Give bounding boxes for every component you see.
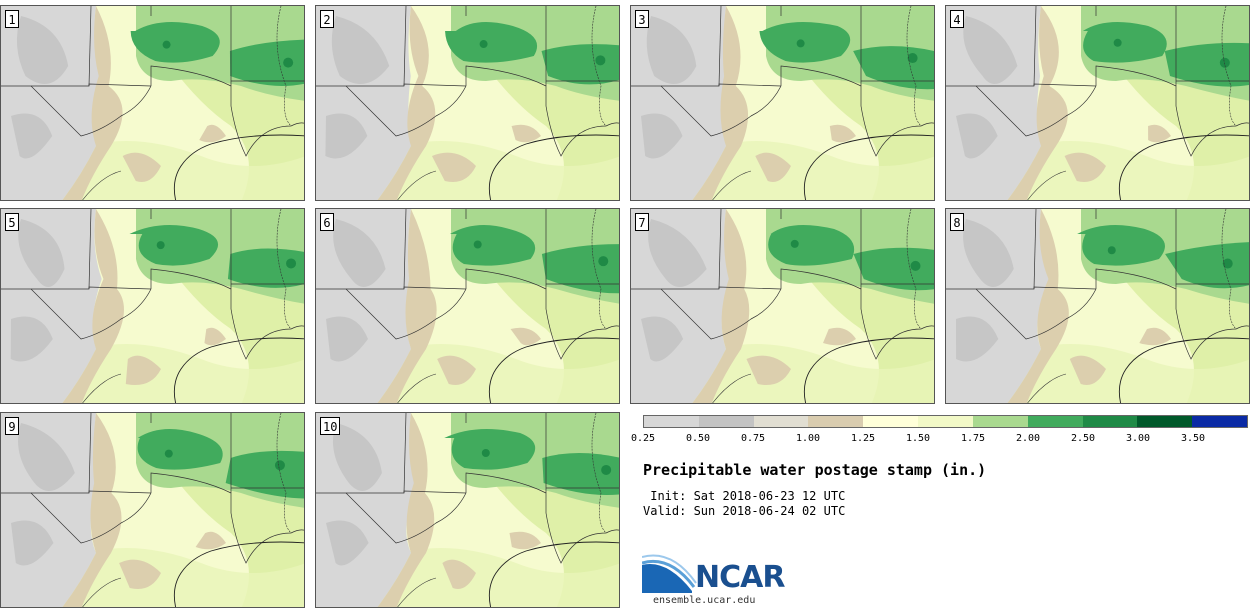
member-number-label: 9 — [5, 417, 19, 435]
logo-wordmark: NCAR — [695, 560, 785, 595]
colorbar-tick-label: 0.25 — [630, 433, 656, 444]
member-number-label: 10 — [320, 417, 341, 435]
precipitable-water-field — [631, 209, 934, 403]
precipitable-water-field — [316, 6, 619, 200]
colorbar-tick-label: 2.50 — [1070, 433, 1096, 444]
precipitable-water-field — [316, 413, 619, 607]
colorbar-tick-label: 3.00 — [1125, 433, 1151, 444]
colorbar-swatch — [644, 416, 699, 427]
colorbar-swatch — [863, 416, 919, 427]
ensemble-member-map: 5 — [0, 208, 305, 404]
ensemble-member-map: 9 — [0, 412, 305, 608]
ensemble-member-map: 4 — [945, 5, 1250, 201]
colorbar-swatch — [1192, 416, 1247, 427]
colorbar-tick-label: 1.25 — [850, 433, 876, 444]
map-title: Precipitable water postage stamp (in.) — [643, 461, 987, 479]
precipitable-water-field — [316, 209, 619, 403]
colorbar-swatch — [1137, 416, 1193, 427]
member-number-label: 6 — [320, 213, 334, 231]
colorbar-tick-label: 0.50 — [685, 433, 711, 444]
member-number-label: 3 — [635, 10, 649, 28]
colorbar-tick-label: 1.00 — [795, 433, 821, 444]
init-time: Init: Sat 2018-06-23 12 UTC — [643, 489, 846, 503]
ensemble-member-map: 8 — [945, 208, 1250, 404]
member-number-label: 2 — [320, 10, 334, 28]
colorbar-swatch — [808, 416, 864, 427]
precipitable-water-field — [1, 6, 304, 200]
colorbar-swatch — [1027, 416, 1083, 427]
ensemble-member-map: 6 — [315, 208, 620, 404]
ensemble-member-map: 1 — [0, 5, 305, 201]
colorbar-tick-label: 2.00 — [1015, 433, 1041, 444]
ensemble-member-map: 7 — [630, 208, 935, 404]
ncar-logo-icon — [642, 554, 697, 593]
ensemble-member-map: 2 — [315, 5, 620, 201]
colorbar-swatch — [972, 416, 1028, 427]
ensemble-member-map: 3 — [630, 5, 935, 201]
member-number-label: 8 — [950, 213, 964, 231]
ensemble-member-map: 10 — [315, 412, 620, 608]
valid-time: Valid: Sun 2018-06-24 02 UTC — [643, 504, 846, 518]
colorbar — [643, 415, 1248, 428]
colorbar-swatch — [698, 416, 754, 427]
logo-url: ensemble.ucar.edu — [653, 595, 756, 606]
member-number-label: 1 — [5, 10, 19, 28]
colorbar-swatch — [1082, 416, 1138, 427]
precipitable-water-field — [946, 209, 1249, 403]
member-number-label: 4 — [950, 10, 964, 28]
precipitable-water-field — [1, 209, 304, 403]
member-number-label: 7 — [635, 213, 649, 231]
colorbar-ticks: 0.25 0.50 0.75 1.00 1.25 1.50 1.75 2.00 2.50 3.00… — [630, 433, 1260, 447]
colorbar-tick-label: 1.75 — [960, 433, 986, 444]
precipitable-water-field — [1, 413, 304, 607]
colorbar-tick-label: 3.50 — [1180, 433, 1206, 444]
member-number-label: 5 — [5, 213, 19, 231]
colorbar-swatch — [918, 416, 973, 427]
colorbar-tick-label: 0.75 — [740, 433, 766, 444]
precipitable-water-field — [631, 6, 934, 200]
precipitable-water-field — [946, 6, 1249, 200]
colorbar-tick-label: 1.50 — [905, 433, 931, 444]
colorbar-swatch — [753, 416, 809, 427]
